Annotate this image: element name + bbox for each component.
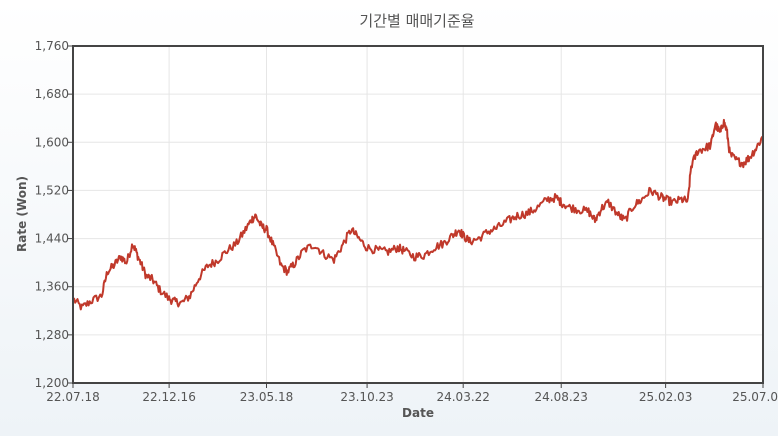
plot-frame (72, 45, 764, 384)
series-layer (72, 118, 764, 311)
plot-area (73, 46, 763, 383)
y-tick-label: 1,520 (35, 183, 69, 197)
y-tick-label: 1,600 (35, 135, 69, 149)
x-tick-label: 24.08.23 (535, 390, 588, 404)
y-tick-label: 1,680 (35, 87, 69, 101)
y-axis-ticks: 1,200 1,280 1,360 1,440 1,520 1,600 1,680 1,760 (35, 39, 73, 390)
x-axis-ticks: 22.07.18 22.12.16 23.05.18 23.10.23 24.03.22… (46, 383, 778, 404)
y-tick-label: 1,280 (35, 328, 69, 342)
x-tick-label: 24.03.22 (436, 390, 489, 404)
y-tick-label: 1,200 (35, 376, 69, 390)
x-tick-label: 22.07.18 (46, 390, 99, 404)
series-line-0 (72, 118, 764, 311)
y-axis-label: Rate (Won) (15, 176, 29, 252)
y-tick-label: 1,760 (35, 39, 69, 53)
chart-title: 기간별 매매기준율 (359, 12, 474, 30)
x-tick-label: 23.05.18 (240, 390, 293, 404)
x-axis-label: Date (402, 406, 434, 420)
grid-lines (73, 46, 763, 383)
x-tick-label: 22.12.16 (142, 390, 195, 404)
y-tick-label: 1,440 (35, 232, 69, 246)
x-tick-label: 25.07.0 (732, 390, 778, 404)
y-tick-label: 1,360 (35, 280, 69, 294)
x-tick-label: 23.10.23 (340, 390, 393, 404)
x-tick-label: 25.02.03 (639, 390, 692, 404)
